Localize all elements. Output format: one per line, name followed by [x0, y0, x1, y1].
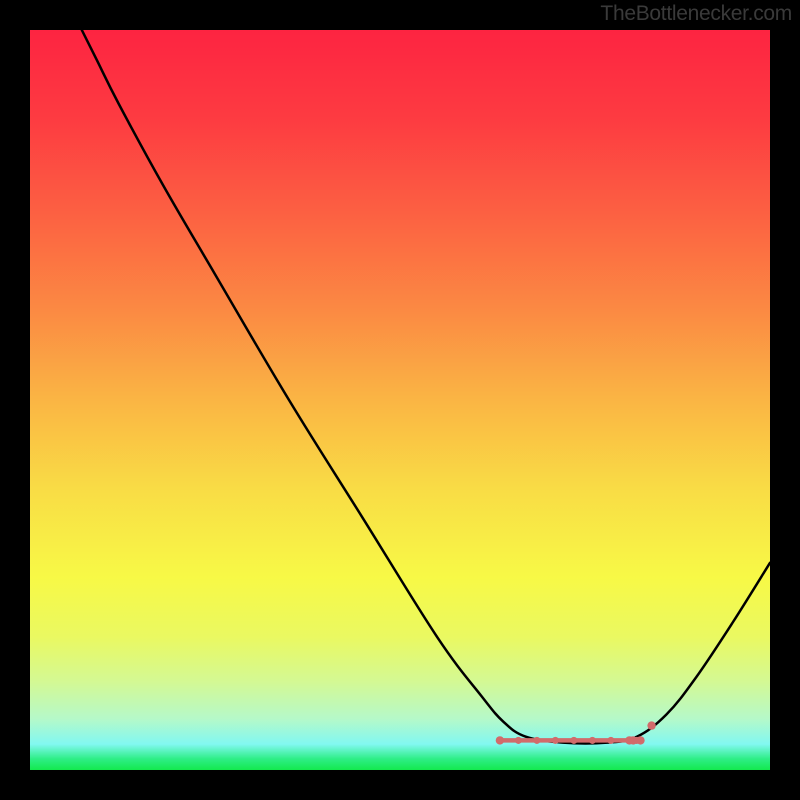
plot-area: [30, 30, 770, 770]
watermark-text: TheBottlenecker.com: [600, 2, 792, 26]
curve-layer: [30, 30, 770, 770]
bottleneck-curve: [82, 30, 770, 743]
